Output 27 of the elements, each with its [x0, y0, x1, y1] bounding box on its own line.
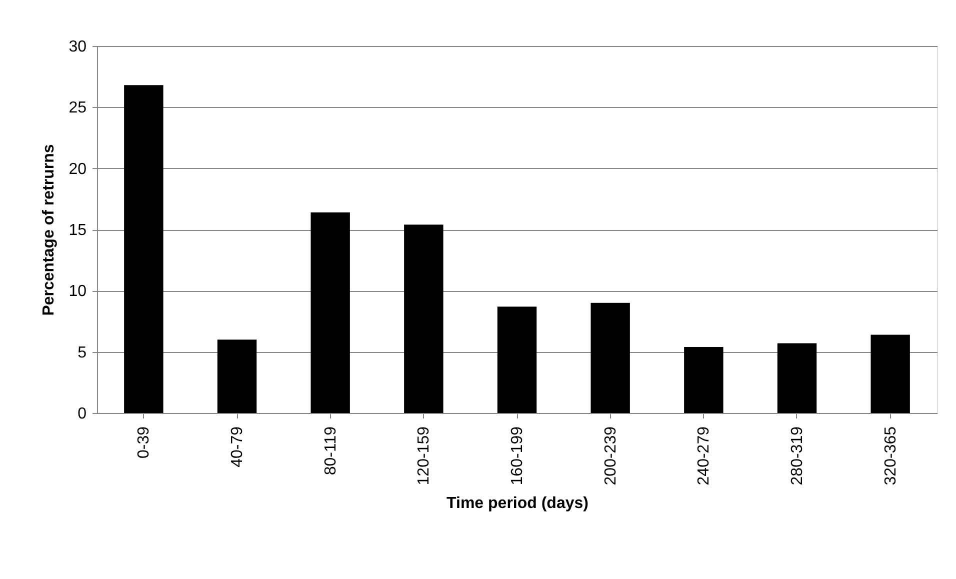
- bar: [684, 346, 724, 413]
- x-tick-label: 120-159: [416, 426, 433, 486]
- bar: [777, 343, 817, 413]
- y-tick-label: 5: [78, 344, 87, 362]
- y-axis-title: Percentage of retrurns: [40, 144, 58, 316]
- bar: [870, 334, 910, 413]
- x-tick-label: 240-279: [696, 426, 713, 486]
- x-tick-label: 320-365: [882, 426, 900, 486]
- x-axis-title: Time period (days): [446, 495, 588, 512]
- y-tick-label: 30: [68, 38, 87, 56]
- x-tick-label: 200-239: [602, 426, 620, 486]
- x-tick-label: 80-119: [322, 426, 340, 476]
- bar: [590, 302, 630, 413]
- x-tick-label: 40-79: [229, 426, 246, 468]
- bar: [217, 340, 257, 413]
- y-tick-label: 20: [68, 160, 87, 178]
- y-tick-label: 10: [68, 283, 87, 300]
- bar: [124, 85, 164, 413]
- x-tick-label: 160-199: [509, 426, 526, 486]
- bar: [404, 224, 444, 413]
- y-tick-label: 25: [68, 100, 87, 117]
- bar: [310, 212, 350, 413]
- x-tick-label: 280-319: [789, 426, 806, 486]
- bar: [497, 306, 537, 413]
- y-tick-label: 0: [78, 406, 87, 422]
- x-tick-label: 0-39: [136, 426, 153, 459]
- y-tick-label: 15: [68, 222, 87, 239]
